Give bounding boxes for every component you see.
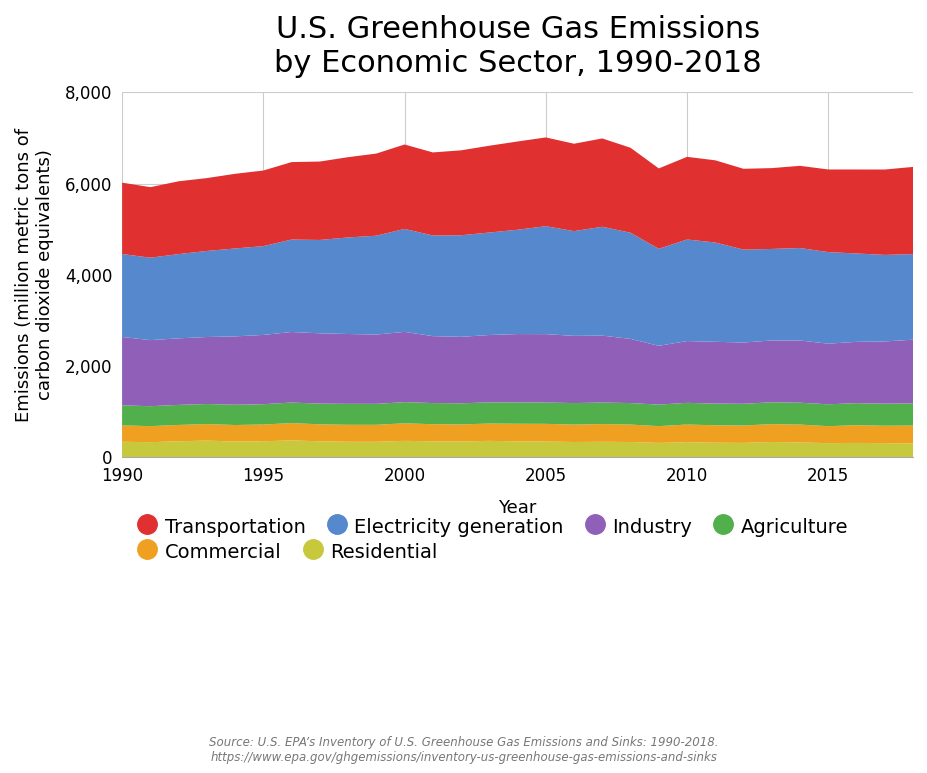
X-axis label: Year: Year — [498, 499, 536, 516]
Y-axis label: Emissions (million metric tons of
carbon dioxide equivalents): Emissions (million metric tons of carbon… — [15, 128, 54, 422]
Text: https://www.epa.gov/ghgemissions/inventory-us-greenhouse-gas-emissions-and-sinks: https://www.epa.gov/ghgemissions/invento… — [210, 751, 717, 764]
Legend: Commercial, Residential: Commercial, Residential — [132, 532, 445, 571]
Text: Source: U.S. EPA’s Inventory of U.S. Greenhouse Gas Emissions and Sinks: 1990-20: Source: U.S. EPA’s Inventory of U.S. Gre… — [209, 736, 718, 749]
Title: U.S. Greenhouse Gas Emissions
by Economic Sector, 1990-2018: U.S. Greenhouse Gas Emissions by Economi… — [273, 15, 761, 77]
